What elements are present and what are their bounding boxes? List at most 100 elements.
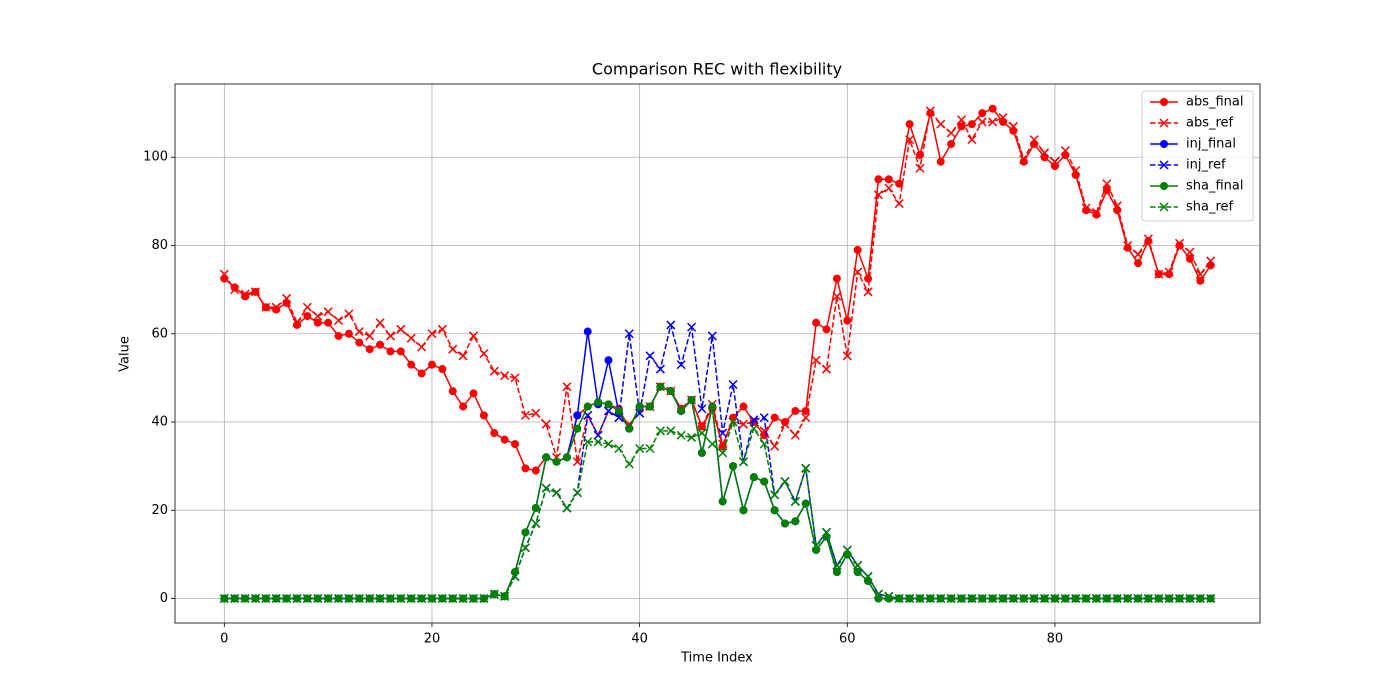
marker — [313, 318, 322, 327]
line — [223, 107, 1212, 472]
marker — [479, 411, 488, 420]
marker — [407, 360, 416, 369]
marker — [925, 593, 935, 604]
marker — [853, 560, 863, 570]
marker — [520, 543, 530, 553]
marker — [780, 519, 789, 528]
marker — [1143, 234, 1153, 244]
line — [224, 385, 1211, 600]
series — [219, 106, 1216, 467]
marker — [1081, 593, 1091, 604]
marker — [728, 417, 738, 427]
marker — [583, 327, 592, 336]
marker — [437, 324, 447, 334]
marker — [427, 360, 436, 369]
marker — [1071, 165, 1081, 176]
marker — [956, 115, 967, 125]
marker — [1206, 593, 1216, 604]
marker — [812, 318, 821, 327]
marker — [832, 560, 842, 570]
marker — [697, 428, 707, 438]
marker — [417, 369, 426, 378]
marker — [437, 593, 447, 604]
marker — [1195, 593, 1205, 604]
marker — [406, 593, 416, 604]
marker — [292, 593, 302, 604]
line — [224, 331, 1211, 600]
marker — [759, 413, 769, 423]
marker — [770, 413, 779, 422]
marker — [479, 349, 489, 359]
marker — [1019, 154, 1029, 164]
marker — [1164, 593, 1174, 604]
marker — [469, 389, 478, 398]
marker — [1134, 259, 1143, 268]
marker — [603, 439, 614, 449]
marker — [1112, 201, 1122, 211]
marker — [1133, 593, 1143, 604]
marker — [603, 406, 614, 416]
marker — [676, 430, 686, 440]
series — [220, 104, 1215, 475]
marker — [468, 593, 479, 604]
legend-label: abs_final — [1186, 95, 1244, 110]
marker — [240, 593, 250, 604]
marker — [583, 402, 592, 411]
chart-title: Comparison REC with flexibility — [592, 60, 842, 79]
marker — [1160, 98, 1168, 106]
marker — [1019, 157, 1028, 166]
marker — [946, 593, 956, 604]
marker — [511, 440, 520, 449]
marker — [386, 347, 395, 356]
marker — [562, 382, 572, 392]
marker — [874, 594, 883, 603]
marker — [915, 163, 925, 173]
marker — [531, 518, 541, 529]
marker — [832, 568, 841, 577]
marker — [864, 274, 873, 283]
marker — [884, 175, 893, 184]
marker — [1123, 240, 1133, 251]
marker — [666, 426, 676, 436]
marker — [261, 302, 271, 312]
marker — [998, 113, 1008, 123]
marker — [1196, 276, 1205, 285]
marker — [1112, 593, 1122, 604]
marker — [1060, 593, 1070, 604]
marker — [853, 568, 862, 577]
y-tick-label: 80 — [151, 238, 168, 253]
marker — [884, 591, 894, 601]
marker — [625, 424, 634, 433]
marker — [718, 497, 727, 506]
marker — [770, 441, 780, 451]
marker — [790, 430, 800, 440]
marker — [573, 424, 582, 433]
marker — [354, 327, 364, 337]
marker — [760, 477, 769, 486]
marker — [936, 593, 946, 604]
marker — [697, 404, 707, 414]
marker — [365, 331, 375, 341]
legend-label: inj_ref — [1186, 158, 1226, 173]
marker — [1081, 203, 1091, 213]
x-tick-label: 60 — [839, 632, 856, 647]
marker — [687, 432, 697, 442]
marker — [489, 366, 499, 376]
line — [224, 324, 1211, 600]
marker — [385, 593, 395, 604]
marker — [905, 120, 914, 129]
marker — [1123, 243, 1132, 252]
marker — [801, 406, 810, 415]
marker — [1185, 593, 1195, 604]
marker — [1123, 593, 1133, 604]
marker — [344, 309, 354, 319]
marker — [821, 364, 832, 374]
marker — [811, 355, 821, 365]
marker — [230, 285, 240, 295]
marker — [780, 477, 790, 487]
marker — [614, 406, 623, 415]
marker — [988, 117, 998, 127]
series — [220, 327, 1215, 603]
marker — [936, 119, 946, 129]
series — [220, 382, 1215, 603]
